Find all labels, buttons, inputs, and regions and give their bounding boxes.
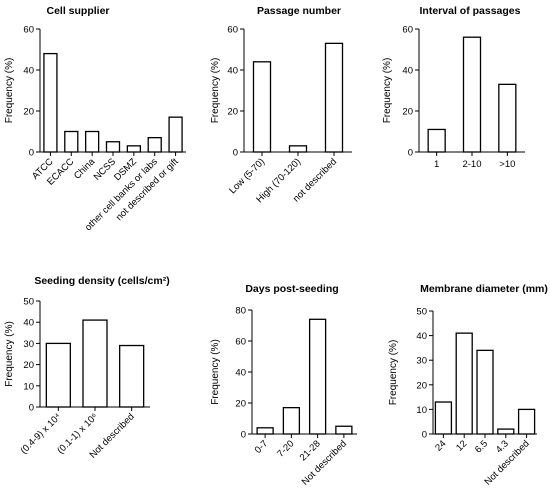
bar [282,406,301,435]
chart-title: Membrane diameter (mm) [420,283,548,295]
bar [434,401,453,435]
y-tick-label: 0 [408,148,413,159]
bar [335,425,353,435]
y-tick-label: 20 [23,107,34,118]
y-tick-label: 60 [402,25,413,36]
x-tick-label: >10 [499,159,515,170]
y-tick-label: 0 [29,403,34,414]
y-tick-label: 20 [235,399,246,410]
y-tick-label: 0 [422,430,427,441]
y-axis-label: Frequency (%) [4,321,15,387]
x-tick-label: 12 [454,438,469,453]
bar [126,145,142,153]
bar [462,36,482,153]
chart-panel-4: Seeding density (cells/cm²) Frequency (%)… [4,275,170,461]
y-tick-label: 10 [416,405,427,416]
x-tick-label: NCSS [92,156,118,182]
y-axis-label: Frequency (%) [210,339,221,405]
y-axis-label: Frequency (%) [4,58,15,124]
y-tick-label: 40 [227,66,238,77]
bar [517,408,536,435]
chart-panel-5: Days post-seeding Frequency (%) 0 20 40 60 80 0… [210,283,357,488]
bar [82,319,108,408]
y-tick-label: 40 [235,368,246,379]
bar [45,342,71,408]
x-tick-label: 7-20 [275,438,296,459]
chart-title: Days post-seeding [245,283,338,295]
chart-title: Cell supplier [46,5,109,17]
bar [64,130,79,153]
y-tick-label: 40 [402,66,413,77]
y-tick-label: 20 [416,380,427,391]
y-tick-label: 60 [227,25,238,36]
bar [324,42,344,153]
y-tick-label: 60 [23,25,34,36]
bar [252,61,272,153]
y-tick-label: 0 [241,430,246,441]
chart-panel-3: Interval of passages Frequency (%) 0 20 40 60… [382,5,525,170]
y-tick-label: 20 [23,360,34,371]
y-axis-label: Frequency (%) [388,340,399,406]
y-tick-label: 40 [416,331,427,342]
bar [308,318,327,435]
x-tick-label: 2-10 [462,159,481,170]
y-tick-label: 20 [227,107,238,118]
y-tick-label: 30 [23,339,34,350]
y-tick-label: 10 [23,381,34,392]
y-tick-label: 0 [29,148,34,159]
bar [256,427,274,435]
y-tick-label: 80 [235,306,246,317]
chart-title: Passage number [257,5,341,17]
bar [43,52,58,153]
x-tick-label: 0-7 [253,438,270,455]
x-tick-label: 24 [433,438,448,453]
bar [84,130,100,153]
y-tick-label: 20 [402,107,413,118]
bar [476,349,494,435]
x-tick-label: 1 [434,159,439,170]
chart-title: Seeding density (cells/cm²) [34,275,169,287]
bar [119,344,145,408]
bar [105,141,121,153]
chart-title: Interval of passages [420,5,521,17]
bar [455,332,473,435]
bar [427,128,446,153]
y-tick-label: 40 [23,318,34,329]
bar [288,145,308,153]
chart-panel-6: Membrane diameter (mm) Frequency (%) 0 10 20… [388,283,548,488]
bar [498,83,517,153]
y-axis-label: Frequency (%) [382,58,393,124]
y-tick-label: 60 [235,337,246,348]
x-tick-label: 6.5 [473,438,490,455]
bar [497,428,515,435]
y-tick-label: 0 [233,148,238,159]
y-tick-label: 40 [23,66,34,77]
y-tick-label: 50 [23,297,34,308]
bar [147,136,162,153]
bar [168,116,183,153]
y-tick-label: 30 [416,356,427,367]
y-tick-label: 50 [416,307,427,318]
y-axis-label: Frequency (%) [210,58,221,124]
